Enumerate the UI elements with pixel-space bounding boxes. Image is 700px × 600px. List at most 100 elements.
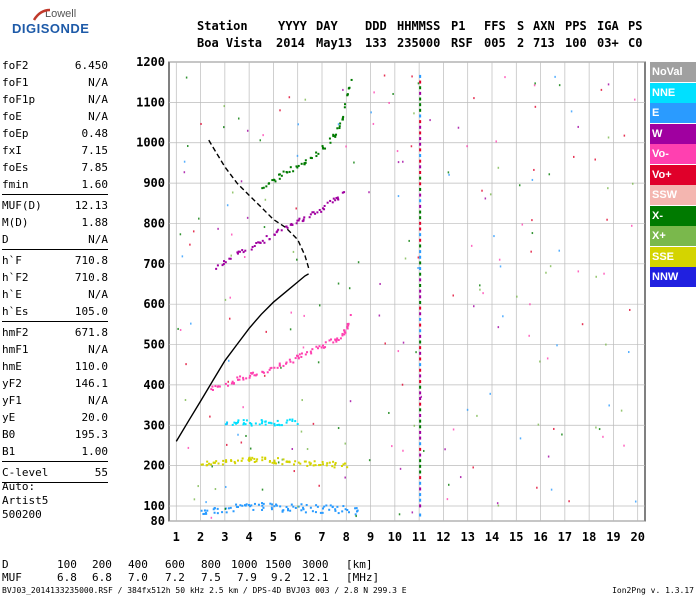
noise-point	[337, 282, 340, 285]
noise-point	[444, 448, 446, 451]
param-row: B0 195.3	[2, 426, 108, 443]
x-tick-label: 13	[460, 530, 474, 544]
noise-point	[231, 191, 234, 194]
interference-point	[419, 498, 422, 502]
noise-point	[265, 330, 267, 333]
trace-point	[249, 458, 252, 461]
param-row: h`F2 710.8	[2, 269, 108, 286]
noise-point	[529, 303, 531, 306]
trace-point	[282, 509, 285, 512]
trace-point	[333, 466, 336, 469]
x-tick-label: 7	[318, 530, 325, 544]
param-value: 105.0	[74, 305, 108, 318]
x-tick-label: 10	[388, 530, 402, 544]
noise-point	[413, 424, 416, 427]
autoscaling-info: Auto: Artist5 500200	[2, 480, 48, 522]
y-tick-label: 1100	[136, 95, 165, 109]
param-value: N/A	[88, 343, 108, 356]
trace-point	[239, 504, 242, 507]
noise-point	[548, 173, 551, 176]
y-tick-label: 700	[143, 257, 165, 271]
noise-point	[546, 357, 549, 360]
muf-table-distance: 1000	[231, 558, 258, 571]
param-value: 710.8	[74, 254, 108, 267]
trace-point	[274, 180, 277, 183]
noise-point	[217, 227, 219, 230]
trace-point	[240, 459, 243, 462]
trace-point	[322, 344, 324, 347]
trace-point	[294, 460, 297, 463]
trace-point	[302, 218, 305, 221]
param-value: 110.0	[74, 360, 108, 373]
noise-point	[422, 449, 425, 452]
muf-table-d-unit: [km]	[346, 558, 373, 571]
noise-point	[344, 442, 347, 445]
noise-point	[404, 257, 407, 260]
trace-point	[270, 506, 273, 509]
trace-point	[285, 361, 288, 364]
param-value: 195.3	[74, 428, 108, 441]
trace-point	[321, 460, 324, 463]
auto-version: 500200	[2, 508, 42, 521]
trace-point	[216, 264, 219, 267]
noise-point	[302, 346, 305, 349]
trace-point	[334, 199, 337, 202]
trace-point	[289, 509, 292, 512]
param-value: N/A	[88, 233, 108, 246]
interference-point	[419, 481, 422, 485]
y-tick-label: 600	[143, 297, 165, 311]
param-name: B1	[2, 445, 16, 458]
trace-point	[244, 423, 247, 426]
trace-point	[236, 376, 239, 379]
trace-point	[276, 230, 279, 233]
muf-table-muf: 7.0	[128, 571, 148, 584]
trace-point	[331, 201, 334, 204]
param-row: foF1 N/A	[2, 74, 108, 91]
interference-point	[419, 346, 422, 350]
param-value: 1.88	[81, 216, 109, 229]
param-row: foF1p N/A	[2, 91, 108, 108]
param-value: 20.0	[81, 411, 109, 424]
noise-point	[280, 366, 282, 369]
trace-point	[305, 504, 308, 507]
legend-item-e: E	[650, 103, 696, 123]
header-value-4: 235000	[397, 36, 441, 50]
param-value: 0.48	[81, 127, 109, 140]
param-name: D	[2, 233, 9, 246]
trace-point	[312, 211, 315, 214]
trace-point	[225, 459, 228, 462]
trace-point	[341, 118, 344, 121]
interference-point	[419, 334, 422, 338]
trace-point	[323, 208, 326, 211]
noise-point	[197, 485, 199, 488]
trace-point	[340, 465, 343, 468]
trace-point	[215, 460, 218, 463]
noise-point	[228, 317, 231, 320]
trace-point	[250, 372, 253, 375]
interference-point	[419, 176, 422, 180]
trace-point	[206, 509, 209, 512]
trace-point	[233, 382, 236, 385]
param-value: 12.13	[74, 199, 108, 212]
legend-item-x-: X+	[650, 226, 696, 246]
trace-point	[294, 357, 297, 360]
noise-point	[226, 204, 229, 207]
interference-point	[419, 295, 422, 299]
trace-point	[205, 464, 208, 467]
interference-point	[419, 227, 422, 231]
trace-point	[322, 346, 325, 349]
noise-point	[413, 112, 415, 115]
trace-point	[258, 423, 261, 426]
param-name: M(D)	[2, 216, 29, 229]
noise-point	[177, 327, 179, 330]
noise-point	[200, 122, 202, 125]
noise-point	[497, 504, 500, 507]
trace-point	[211, 388, 214, 391]
trace-point	[202, 513, 205, 516]
interference-point	[419, 442, 422, 446]
noise-point	[279, 109, 281, 112]
x-tick-label: 20	[630, 530, 644, 544]
param-separator	[2, 249, 108, 250]
interference-point	[419, 513, 422, 517]
trace-point	[256, 458, 259, 461]
